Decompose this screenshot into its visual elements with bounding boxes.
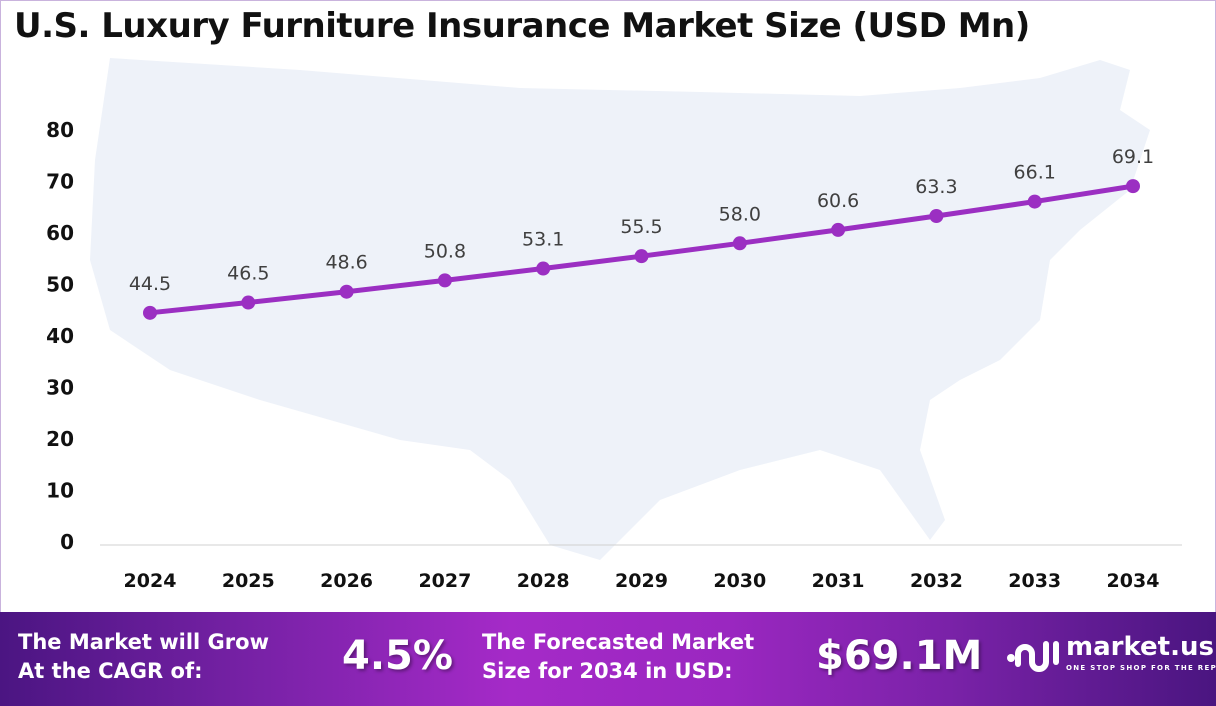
y-tick-label: 40 <box>46 324 74 348</box>
x-tick-label: 2033 <box>1008 570 1061 592</box>
data-point <box>536 261 551 276</box>
data-point <box>143 305 157 320</box>
x-tick-label: 2027 <box>418 570 471 592</box>
y-tick-label: 70 <box>46 170 74 194</box>
forecast-label-line2: Size for 2034 in USD: <box>482 659 733 683</box>
cagr-label: The Market will Grow At the CAGR of: <box>18 628 269 686</box>
chart-title: U.S. Luxury Furniture Insurance Market S… <box>14 6 1030 46</box>
data-label: 55.5 <box>620 216 662 238</box>
market-us-logo-icon <box>1007 641 1059 672</box>
data-label: 58.0 <box>719 203 761 225</box>
data-label: 50.8 <box>424 240 466 262</box>
data-point <box>634 249 649 264</box>
data-point <box>1126 179 1140 194</box>
y-tick-label: 0 <box>60 530 74 554</box>
data-point <box>241 295 256 310</box>
y-tick-label: 30 <box>46 376 74 400</box>
cagr-label-line1: The Market will Grow <box>18 630 269 654</box>
x-tick-label: 2031 <box>812 570 865 592</box>
footer-banner: The Market will Grow At the CAGR of: 4.5… <box>0 612 1216 706</box>
data-point <box>732 236 747 251</box>
x-tick-label: 2028 <box>517 570 570 592</box>
data-label: 69.1 <box>1112 146 1154 168</box>
data-label: 53.1 <box>522 229 564 251</box>
y-tick-label: 80 <box>46 118 74 142</box>
y-tick-label: 20 <box>46 427 74 451</box>
data-label: 63.3 <box>915 176 957 198</box>
x-tick-label: 2032 <box>910 570 963 592</box>
cagr-label-line2: At the CAGR of: <box>18 659 203 683</box>
forecast-label: The Forecasted Market Size for 2034 in U… <box>482 628 754 686</box>
y-tick-label: 10 <box>46 479 74 503</box>
data-label: 48.6 <box>325 252 367 274</box>
x-tick-label: 2030 <box>713 570 766 592</box>
cagr-value: 4.5% <box>342 633 453 679</box>
data-point <box>1027 194 1042 209</box>
us-map-background <box>90 58 1150 560</box>
x-tick-label: 2024 <box>124 570 177 592</box>
data-point <box>929 209 944 224</box>
data-label: 66.1 <box>1014 162 1056 184</box>
y-tick-label: 50 <box>46 273 74 297</box>
data-point <box>437 273 452 288</box>
forecast-label-line1: The Forecasted Market <box>482 630 755 654</box>
x-tick-label: 2026 <box>320 570 373 592</box>
x-tick-label: 2034 <box>1107 570 1160 592</box>
logo-name: market.us <box>1066 632 1214 662</box>
data-label: 46.5 <box>227 263 269 285</box>
data-label: 44.5 <box>129 273 171 295</box>
data-point <box>831 222 846 237</box>
forecast-value: $69.1M <box>816 633 983 679</box>
x-tick-label: 2029 <box>615 570 668 592</box>
data-label: 60.6 <box>817 190 859 212</box>
market-us-logo: market.us ONE STOP SHOP FOR THE REPORTS <box>1006 632 1216 680</box>
logo-tagline: ONE STOP SHOP FOR THE REPORTS <box>1066 664 1216 672</box>
data-point <box>339 284 354 299</box>
x-tick-label: 2025 <box>222 570 275 592</box>
y-tick-label: 60 <box>46 221 74 245</box>
